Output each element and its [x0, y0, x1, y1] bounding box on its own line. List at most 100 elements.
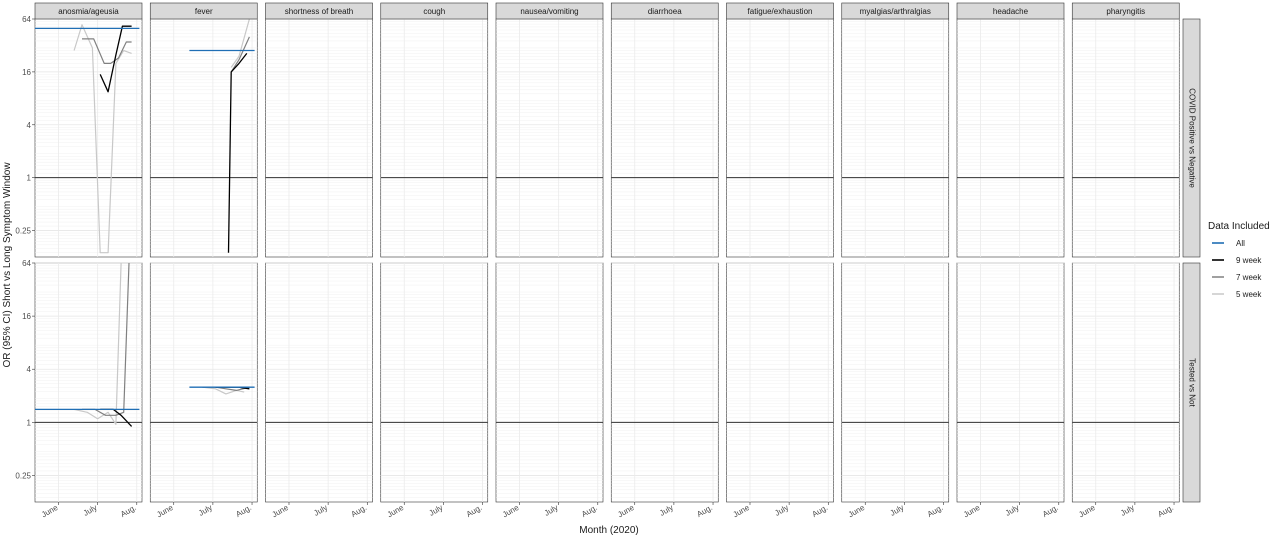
x-tick-label: July [82, 503, 99, 518]
row-strip-label: COVID Positive vs Negative [1187, 88, 1196, 188]
panel-1-7 [841, 262, 950, 503]
facet-strip-label: shortness of breath [285, 7, 353, 16]
facet-strip [610, 2, 719, 20]
y-tick-label: 1 [27, 174, 32, 183]
panel-background [495, 262, 604, 503]
facet-strip [726, 2, 834, 20]
x-tick-label: Aug. [580, 503, 599, 519]
y-tick-label: 0.25 [15, 471, 31, 480]
x-tick-label: July [197, 503, 214, 518]
facet-strip [956, 2, 1065, 20]
panel-background [726, 262, 834, 503]
facet-strip [495, 2, 604, 20]
panel-background [610, 262, 719, 503]
x-tick-label: June [40, 503, 60, 520]
panels-layer: anosmia/ageusia fever shortness of breath c… [34, 2, 1201, 503]
x-tick-label: June [731, 503, 751, 520]
x-tick-label: Aug. [350, 503, 369, 519]
x-axis-bottom: June July Aug. June July Aug. June July Aug. June… [40, 502, 1175, 519]
facet-strip-label: nausea/vomiting [520, 7, 578, 16]
x-tick-label: Aug. [1041, 503, 1060, 519]
panel-1-2 [265, 262, 373, 503]
panel-1-6 [726, 262, 834, 503]
row-strip-background [1182, 262, 1201, 503]
series-line-5-week [202, 386, 245, 395]
x-tick-label: Aug. [811, 503, 830, 519]
facet-strip-label: pharyngitis [1106, 7, 1145, 16]
x-tick-label: June [847, 503, 867, 520]
panel-0-2: shortness of breath [265, 2, 373, 258]
series-line-9-week [99, 25, 132, 93]
facet-strip-label: fatigue/exhaustion [748, 7, 813, 16]
legend-label: All [1236, 239, 1245, 248]
series-line-5-week [230, 19, 250, 68]
facet-strip [841, 2, 950, 20]
panel-0-8: headache [956, 2, 1065, 258]
x-tick-label: June [386, 503, 406, 520]
panel-0-0: anosmia/ageusia [34, 2, 143, 258]
x-tick-label: June [270, 503, 290, 520]
x-tick-label: Aug. [234, 503, 253, 519]
x-tick-label: Aug. [1156, 503, 1175, 519]
y-axis-left: 0.25 1 4 16 64 0.25 1 4 16 64 [15, 15, 35, 480]
panel-background [1071, 262, 1180, 503]
y-tick-label: 4 [27, 365, 32, 374]
x-tick-label: July [312, 503, 329, 518]
series-group [35, 24, 140, 254]
y-tick-label: 64 [22, 259, 31, 268]
legend-label: 7 week [1236, 273, 1262, 282]
panel-background [34, 18, 143, 258]
series-group [189, 19, 255, 253]
facet-strip-label: anosmia/ageusia [58, 7, 119, 16]
x-tick-label: June [155, 503, 175, 520]
row-strip-label: Tested vs Not [1187, 358, 1196, 407]
panel-background [841, 262, 950, 503]
series-group [35, 263, 140, 427]
panel-background [610, 18, 719, 258]
panel-0-5: diarrhoea [610, 2, 719, 258]
panel-1-8 [956, 262, 1065, 503]
facet-strip [265, 2, 373, 20]
panel-background [265, 18, 373, 258]
x-tick-label: Aug. [119, 503, 138, 519]
x-tick-label: July [658, 503, 675, 518]
panel-background [841, 18, 950, 258]
panel-background [726, 18, 834, 258]
panel-background [380, 18, 489, 258]
facet-strip [380, 2, 489, 20]
series-line-9-week [227, 53, 248, 253]
x-tick-label: June [962, 503, 982, 520]
panel-background [956, 262, 1065, 503]
series-line-7-week [230, 36, 250, 73]
y-tick-label: 16 [22, 312, 31, 321]
facet-strip-label: cough [423, 7, 445, 16]
series-line-5-week [73, 263, 122, 425]
row-strip-0: COVID Positive vs Negative [1182, 18, 1201, 258]
y-tick-label: 0.25 [15, 227, 31, 236]
y-tick-label: 16 [22, 68, 31, 77]
series-line-7-week [82, 38, 132, 64]
legend-label: 5 week [1236, 290, 1262, 299]
panel-background [495, 18, 604, 258]
panel-background [956, 18, 1065, 258]
legend: Data Included All 9 week 7 week 5 week [1208, 221, 1270, 299]
panel-background [149, 262, 258, 503]
facet-strip [34, 2, 143, 20]
panel-1-4 [495, 262, 604, 503]
y-tick-label: 64 [22, 15, 31, 24]
panel-background [34, 262, 143, 503]
panel-background [265, 262, 373, 503]
series-group [189, 386, 255, 395]
x-tick-label: June [501, 503, 521, 520]
facet-strip-label: myalgias/arthralgias [860, 7, 931, 16]
x-tick-label: Aug. [465, 503, 484, 519]
row-strip-1: Tested vs Not [1182, 262, 1201, 503]
panel-0-7: myalgias/arthralgias [841, 2, 950, 258]
panel-1-9 [1071, 262, 1180, 503]
facet-strip [149, 2, 258, 20]
x-tick-label: July [773, 503, 790, 518]
x-axis-title: Month (2020) [579, 525, 638, 536]
facet-strip-label: headache [993, 7, 1029, 16]
panel-background [380, 262, 489, 503]
